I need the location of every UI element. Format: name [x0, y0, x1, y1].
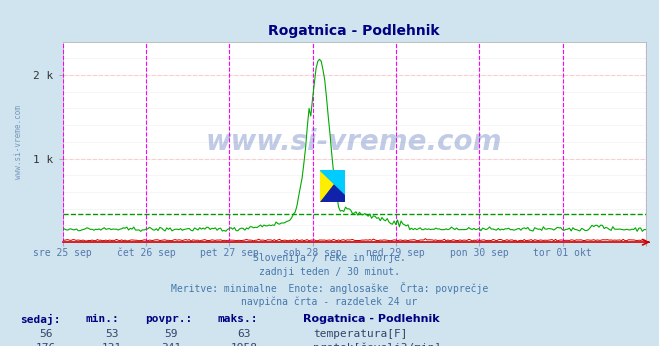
Text: Slovenija / reke in morje.: Slovenija / reke in morje. — [253, 253, 406, 263]
Polygon shape — [320, 170, 345, 202]
Text: www.si-vreme.com: www.si-vreme.com — [206, 128, 502, 156]
Text: www.si-vreme.com: www.si-vreme.com — [14, 105, 23, 179]
Title: Rogatnica - Podlehnik: Rogatnica - Podlehnik — [268, 24, 440, 38]
Polygon shape — [320, 170, 345, 194]
Text: zadnji teden / 30 minut.: zadnji teden / 30 minut. — [259, 267, 400, 277]
Text: pretok[čevelj3/min]: pretok[čevelj3/min] — [313, 343, 442, 346]
Text: 63: 63 — [237, 329, 250, 339]
Text: 341: 341 — [161, 343, 181, 346]
Text: 1958: 1958 — [231, 343, 257, 346]
Text: 131: 131 — [102, 343, 122, 346]
Text: min.:: min.: — [86, 314, 119, 324]
Text: temperatura[F]: temperatura[F] — [313, 329, 407, 339]
Text: sedaj:: sedaj: — [20, 314, 60, 325]
Text: 56: 56 — [40, 329, 53, 339]
Text: maks.:: maks.: — [217, 314, 258, 324]
Text: Rogatnica - Podlehnik: Rogatnica - Podlehnik — [303, 314, 440, 324]
Text: navpična črta - razdelek 24 ur: navpična črta - razdelek 24 ur — [241, 296, 418, 307]
Text: 176: 176 — [36, 343, 56, 346]
Text: povpr.:: povpr.: — [145, 314, 192, 324]
Text: 59: 59 — [165, 329, 178, 339]
Text: 53: 53 — [105, 329, 119, 339]
Text: Meritve: minimalne  Enote: anglosaške  Črta: povprečje: Meritve: minimalne Enote: anglosaške Črt… — [171, 282, 488, 294]
Polygon shape — [320, 170, 345, 202]
